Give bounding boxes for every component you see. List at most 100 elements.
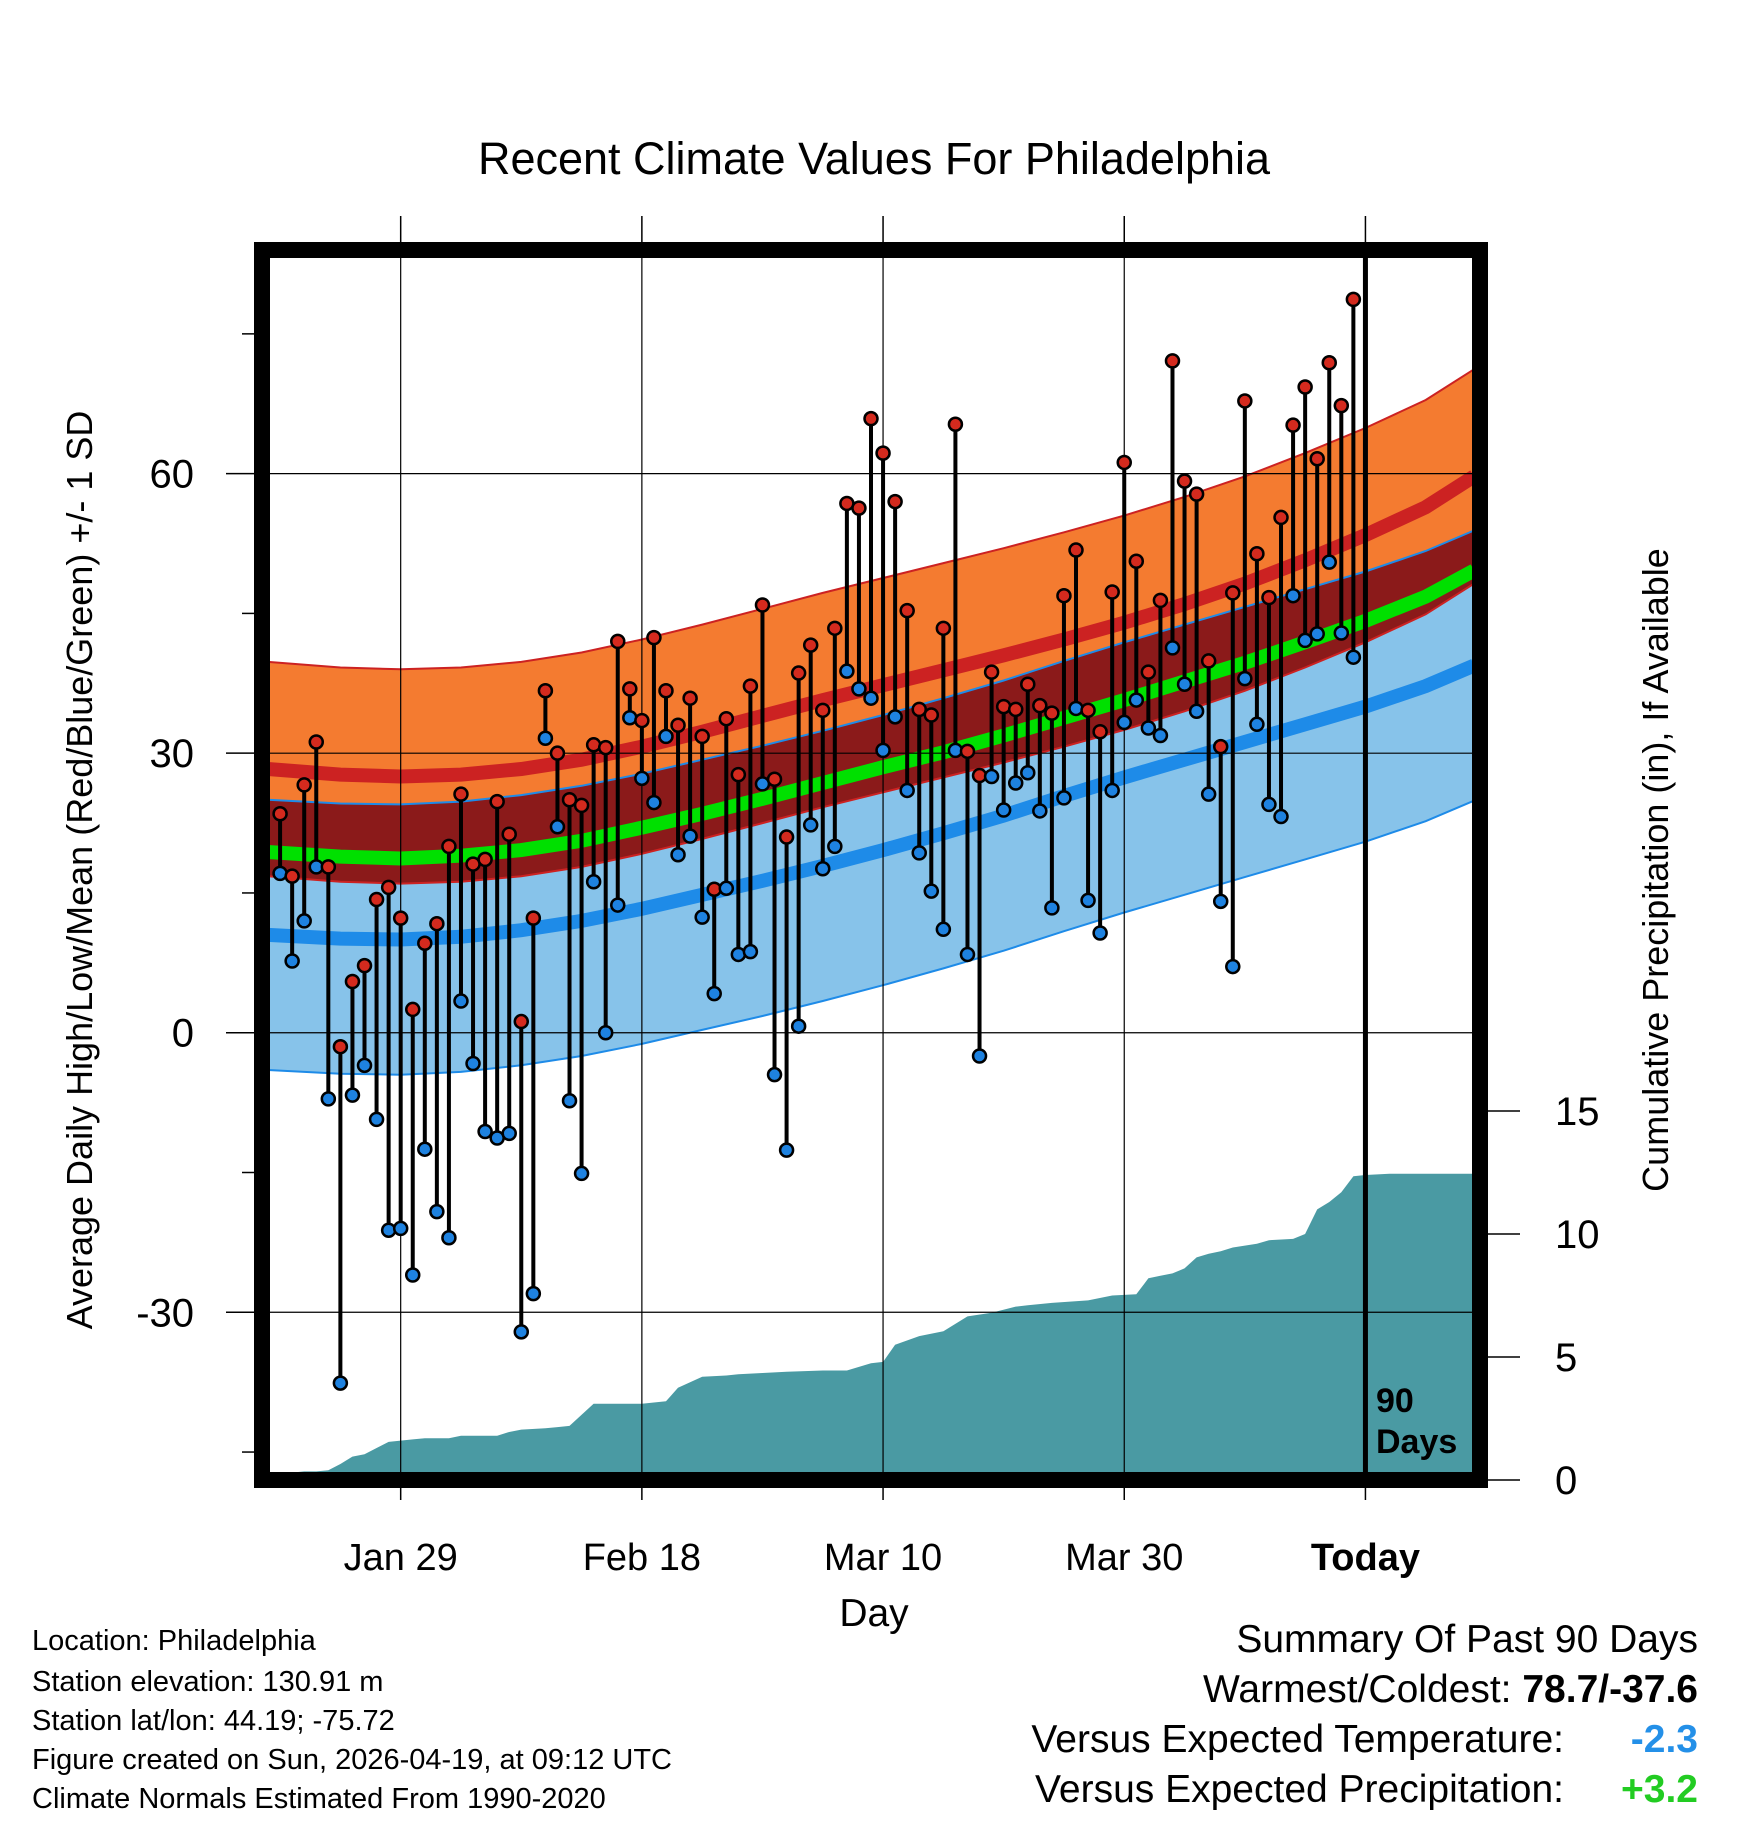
low-point — [1104, 782, 1120, 799]
high-point — [959, 743, 976, 760]
low-point — [1007, 775, 1024, 791]
high-point — [1140, 664, 1157, 680]
low-point — [1345, 649, 1362, 665]
high-point — [1212, 738, 1229, 755]
low-point — [344, 1087, 361, 1103]
x-tick-label: Mar 10 — [824, 1537, 942, 1579]
today-marker-label-2: Days — [1376, 1423, 1457, 1461]
high-point — [368, 891, 385, 908]
low-point — [1273, 808, 1289, 825]
low-point — [1200, 786, 1217, 802]
high-point — [356, 957, 373, 974]
high-point — [923, 707, 940, 723]
high-point — [1176, 473, 1193, 489]
low-point — [995, 802, 1012, 818]
high-point — [453, 786, 469, 802]
low-point — [465, 1055, 481, 1072]
low-point — [1128, 692, 1145, 708]
low-point — [694, 909, 710, 925]
low-point — [1092, 925, 1108, 941]
high-point — [730, 766, 747, 783]
high-point — [1032, 697, 1048, 714]
low-point — [899, 782, 915, 799]
high-point — [1080, 702, 1096, 719]
y2-tick-label: 0 — [1555, 1459, 1577, 1503]
x-tick-label: Feb 18 — [583, 1537, 701, 1579]
high-point — [1249, 546, 1265, 562]
low-point — [453, 993, 469, 1009]
low-point — [1309, 626, 1325, 642]
low-point — [790, 1018, 807, 1034]
axes: Jan 29 Feb 18 Mar 10 Mar 30 Today -30 0 30 60 0 5 1… — [136, 216, 1600, 1579]
info-location: Location: Philadelphia — [32, 1625, 316, 1657]
high-point — [380, 879, 397, 896]
y-tick-label: 0 — [172, 1012, 194, 1056]
low-point — [706, 985, 722, 1002]
low-point — [1140, 720, 1157, 736]
low-point — [911, 845, 927, 861]
summary-temp-label: Versus Expected Temperature: — [1031, 1718, 1564, 1761]
low-point — [561, 1093, 578, 1109]
high-point — [658, 683, 674, 699]
info-created: Figure created on Sun, 2026-04-19, at 09… — [32, 1744, 672, 1776]
low-point — [682, 828, 698, 844]
summary-warmest-row: Warmest/Coldest: 78.7/-37.6 — [1203, 1668, 1698, 1712]
high-point — [935, 620, 952, 637]
high-point — [549, 745, 566, 761]
high-point — [682, 690, 698, 706]
high-point — [1345, 291, 1362, 308]
high-point — [742, 678, 759, 694]
high-point — [634, 712, 650, 729]
plot-area — [262, 250, 1480, 1480]
high-point — [1309, 450, 1325, 467]
x-tick-label: Jan 29 — [344, 1537, 458, 1579]
low-point — [971, 1048, 988, 1064]
low-point — [863, 690, 879, 706]
low-point — [1056, 790, 1072, 806]
summary-precip-value: +3.2 — [1621, 1768, 1698, 1811]
low-point — [718, 880, 735, 897]
low-point — [1032, 803, 1048, 819]
low-point — [670, 847, 686, 863]
high-point — [1056, 587, 1072, 604]
low-point — [573, 1165, 590, 1182]
summary-warmest-label: Warmest/Coldest: — [1203, 1668, 1512, 1711]
low-point — [1116, 714, 1132, 731]
summary-temp-value: -2.3 — [1630, 1718, 1698, 1761]
low-point — [429, 1203, 445, 1220]
high-point — [863, 410, 879, 427]
high-point — [694, 728, 710, 745]
low-point — [549, 819, 566, 835]
y2-tick-label: 10 — [1555, 1213, 1600, 1257]
high-point — [851, 500, 867, 516]
high-point — [754, 597, 771, 613]
low-point — [441, 1229, 457, 1246]
low-point — [1212, 893, 1229, 910]
y-tick-label: 30 — [150, 732, 195, 776]
precip-area — [268, 1173, 1474, 1480]
high-point — [1225, 585, 1241, 601]
low-point — [501, 1125, 517, 1142]
low-point — [875, 742, 891, 759]
high-point — [573, 797, 590, 814]
low-point — [935, 921, 952, 938]
low-point — [320, 1091, 337, 1107]
high-point — [1200, 653, 1217, 669]
high-point — [887, 493, 903, 510]
low-point — [923, 883, 940, 899]
low-point — [417, 1141, 433, 1157]
info-elevation: Station elevation: 130.91 m — [32, 1666, 384, 1698]
low-point — [1321, 554, 1338, 570]
high-point — [332, 1038, 349, 1055]
low-point — [284, 953, 300, 969]
high-point — [875, 445, 891, 461]
low-point — [658, 728, 674, 745]
low-point — [296, 913, 312, 929]
low-point — [1261, 796, 1277, 813]
high-point — [561, 792, 578, 808]
low-point — [959, 946, 976, 963]
high-point — [308, 734, 325, 750]
high-point — [610, 633, 626, 650]
low-point — [332, 1375, 349, 1391]
low-point — [392, 1220, 409, 1237]
